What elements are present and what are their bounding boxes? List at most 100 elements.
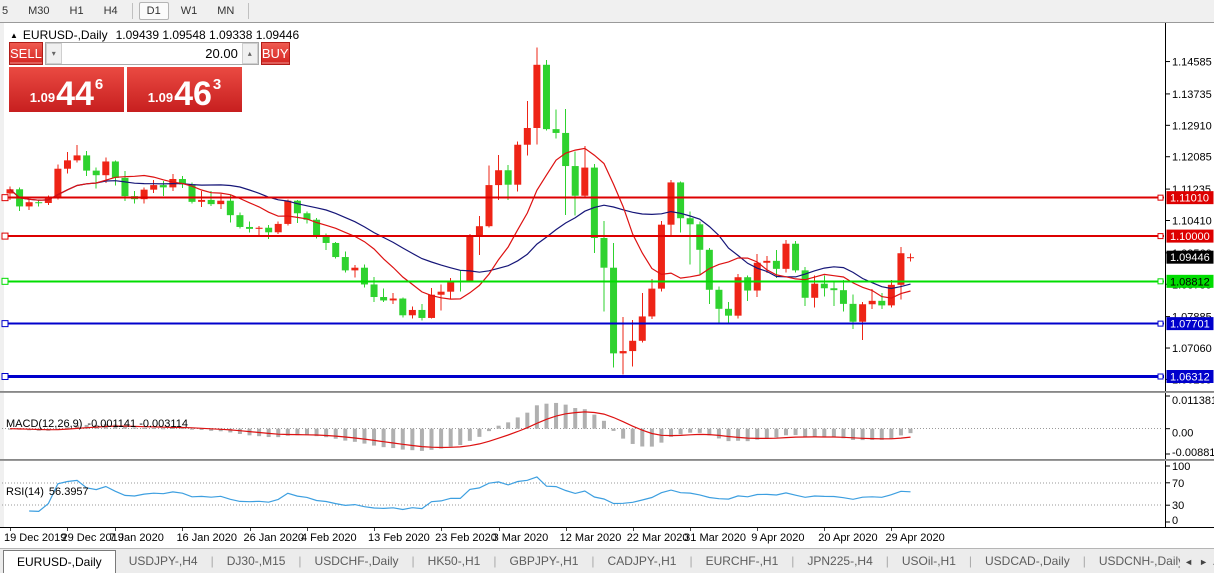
time-axis-tick <box>565 528 567 531</box>
svg-text:1.08812: 1.08812 <box>1170 276 1210 288</box>
svg-text:1.09446: 1.09446 <box>1170 252 1210 264</box>
rsi-value: 56.3957 <box>48 486 89 498</box>
svg-text:1.07060: 1.07060 <box>1172 343 1212 355</box>
time-axis-label: 29 Dec 2019 <box>61 532 124 544</box>
svg-text:1.10410: 1.10410 <box>1172 215 1212 227</box>
hline-anchor[interactable] <box>1 320 9 328</box>
hline-anchor[interactable] <box>1 194 9 202</box>
sell-price-big: 44 <box>56 75 94 113</box>
time-axis-label: 12 Mar 2020 <box>559 532 622 544</box>
time-axis-tick <box>441 528 443 531</box>
chart-title: ▲ EURUSD-,Daily 1.09439 1.09548 1.09338 1.… <box>10 28 299 42</box>
current-price-badge <box>1166 250 1214 264</box>
time-axis-label: 29 Apr 2020 <box>885 532 945 544</box>
level-badge-1.10000 <box>1166 229 1214 243</box>
svg-text:0: 0 <box>1172 515 1178 527</box>
rsi-indicator-panel[interactable]: 100 70 30 0 <box>0 460 1214 528</box>
macd-name: MACD(12,26,9) <box>6 418 83 430</box>
tab-scroll-controls: ◄ ► <box>1180 549 1212 573</box>
level-badge-1.08812 <box>1166 274 1214 288</box>
macd-values: -0.001141 -0.003114 <box>87 418 188 430</box>
time-axis-tick <box>498 528 500 531</box>
svg-text:-0.00881: -0.00881 <box>1172 447 1214 459</box>
tab-gbpjpy-h1[interactable]: GBPJPY-,H1 <box>509 554 579 568</box>
svg-text:1.14585: 1.14585 <box>1172 57 1212 69</box>
time-axis-label: 7 Jan 2020 <box>109 532 164 544</box>
time-axis-label: 13 Feb 2020 <box>368 532 430 544</box>
tab-separator: | <box>591 554 595 568</box>
scroll-left-icon[interactable]: ◄ <box>1184 556 1194 567</box>
timeframe-5[interactable]: 5 <box>2 5 9 17</box>
tab-separator: | <box>1082 554 1086 568</box>
macd-indicator-panel[interactable]: 0.011381 0.00 -0.00881 <box>0 392 1214 460</box>
buy-button[interactable]: BUY <box>260 42 290 65</box>
chart-symbol-label: EURUSD-,Daily <box>22 28 108 42</box>
timeframe-H1[interactable]: H1 <box>69 5 84 17</box>
tab-separator: | <box>791 554 795 568</box>
time-axis-tick <box>891 528 893 531</box>
timeframe-M30[interactable]: M30 <box>28 5 50 17</box>
scroll-right-icon[interactable]: ► <box>1199 556 1208 567</box>
timeframe-D1[interactable]: D1 <box>138 2 169 20</box>
tab-separator: | <box>493 554 497 568</box>
time-axis-tick <box>632 528 634 531</box>
svg-text:1.11010: 1.11010 <box>1170 193 1209 205</box>
tab-eurusd-daily[interactable]: EURUSD-,Daily <box>3 550 116 573</box>
hline-anchor[interactable] <box>1 373 9 381</box>
sell-price-prefix: 1.09 <box>29 90 56 105</box>
rsi-name: RSI(14) <box>6 486 44 498</box>
buy-quote-box[interactable]: 1.09 46 3 <box>127 67 242 112</box>
volume-decrease-button[interactable]: ▾ <box>45 43 62 64</box>
tab-dj30-m15[interactable]: DJ30-,M15 <box>226 554 286 568</box>
sell-button[interactable]: SELL <box>9 42 43 65</box>
svg-text:1.12910: 1.12910 <box>1172 120 1212 132</box>
volume-increase-button[interactable]: ▴ <box>241 43 258 64</box>
sell-quote-box[interactable]: 1.09 44 6 <box>9 67 124 112</box>
buy-price-pip: 3 <box>212 76 222 93</box>
tab-usdcad-daily[interactable]: USDCAD-,Daily <box>985 554 1070 568</box>
timeframe-W1[interactable]: W1 <box>180 5 198 17</box>
tab-usoil-h1[interactable]: USOil-,H1 <box>901 554 956 568</box>
volume-spinner: ▾ ▴ <box>44 42 259 65</box>
collapse-arrow-icon[interactable]: ▲ <box>10 31 18 40</box>
level-badge-1.06312 <box>1166 370 1214 384</box>
tab-usdjpy-h4[interactable]: USDJPY-,H4 <box>128 554 198 568</box>
toolbar-separator <box>248 3 250 19</box>
svg-text:70: 70 <box>1172 478 1184 490</box>
chart-tabs-bar: EURUSD-,Daily USDJPY-,H4 | DJ30-,M15 | USDCHF… <box>0 548 1214 573</box>
time-axis[interactable]: 19 Dec 2019 29 Dec 2019 7 Jan 2020 16 Jan 2… <box>0 528 1214 548</box>
hline-anchor[interactable] <box>1 232 9 240</box>
timeframe-MN[interactable]: MN <box>217 5 235 17</box>
tab-usdcnh-daily[interactable]: USDCNH-,Daily <box>1098 554 1185 568</box>
time-axis-tick <box>10 528 11 531</box>
time-axis-label: 20 Apr 2020 <box>818 532 878 544</box>
time-axis-tick <box>249 528 251 531</box>
tab-hk50-h1[interactable]: HK50-,H1 <box>427 554 481 568</box>
svg-text:30: 30 <box>1172 500 1184 512</box>
tab-cadjpy-h1[interactable]: CADJPY-,H1 <box>607 554 677 568</box>
hline-anchor[interactable] <box>1 277 9 285</box>
ma-slow-line <box>9 180 911 290</box>
time-axis-tick <box>824 528 826 531</box>
svg-text:0.011381: 0.011381 <box>1172 395 1214 407</box>
time-axis-label: 3 Mar 2020 <box>492 532 549 544</box>
time-axis-tick <box>115 528 117 531</box>
buy-price-big: 46 <box>174 75 212 113</box>
time-axis-label: 26 Jan 2020 <box>243 532 305 544</box>
timeframe-H4[interactable]: H4 <box>103 5 118 17</box>
time-axis-tick <box>306 528 308 531</box>
tab-separator: | <box>411 554 415 568</box>
rsi-label: RSI(14) 56.3957 <box>6 486 89 498</box>
tab-separator: | <box>210 554 214 568</box>
tab-eurchf-h1[interactable]: EURCHF-,H1 <box>705 554 779 568</box>
time-axis-tick <box>374 528 376 531</box>
time-axis-label: 19 Dec 2019 <box>4 532 67 544</box>
time-axis-label: 31 Mar 2020 <box>684 532 746 544</box>
main-price-chart[interactable]: 1.145851.137351.129101.120851.112351.104… <box>0 23 1214 392</box>
tab-usdchf-daily[interactable]: USDCHF-,Daily <box>314 554 399 568</box>
tab-jpn225-h4[interactable]: JPN225-,H4 <box>807 554 873 568</box>
svg-text:1.06312: 1.06312 <box>1170 372 1210 384</box>
volume-input[interactable] <box>61 43 242 64</box>
svg-text:1.13735: 1.13735 <box>1172 89 1212 101</box>
